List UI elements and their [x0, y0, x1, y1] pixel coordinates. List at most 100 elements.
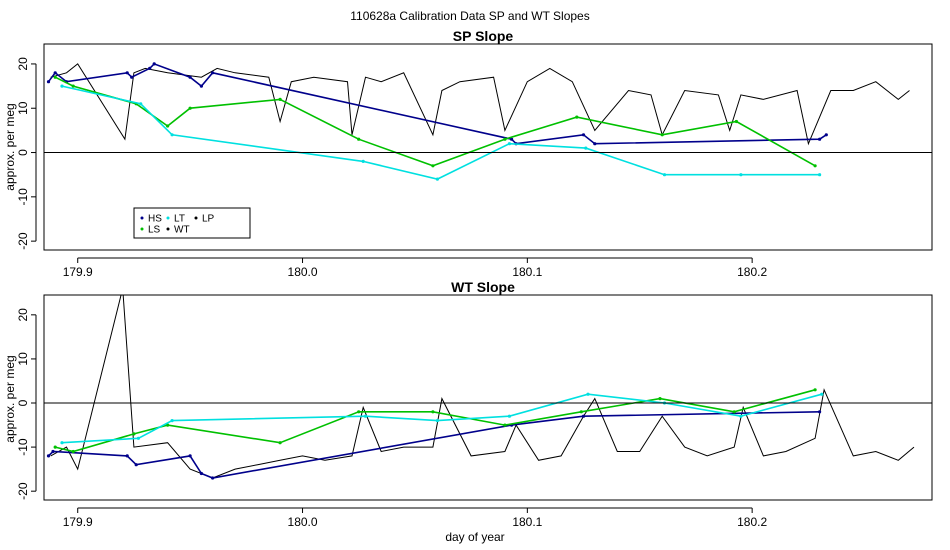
sp-point-hs: [211, 71, 215, 75]
wt-point-hs: [46, 454, 51, 458]
wt-point-lt: [136, 436, 140, 440]
sp-point-lt: [662, 173, 667, 177]
sp-point-hs: [824, 133, 828, 137]
wt-x-tick-label: 180.1: [512, 515, 542, 529]
wt-y-axis: -20 -10 0 10 20: [16, 308, 37, 500]
wt-x-tick-label: 179.9: [63, 515, 93, 529]
sp-y-tick-label: 0: [16, 149, 30, 156]
sp-point-hs: [510, 137, 514, 141]
wt-series-hs: [47, 411, 820, 479]
wt-y-tick-label: 0: [16, 399, 30, 406]
sp-y-tick-label: 10: [16, 101, 30, 115]
sp-point-lt: [507, 142, 511, 146]
sp-series-wt: [50, 63, 910, 146]
wt-y-tick-label: 10: [16, 352, 30, 366]
sp-point-ls: [188, 106, 192, 110]
sp-point-hs: [53, 71, 57, 75]
sp-legend-swatch: [166, 216, 170, 220]
sp-point-hs: [130, 75, 134, 79]
wt-point-ls: [431, 410, 435, 414]
sp-point-hs: [818, 137, 822, 141]
wt-point-lt: [507, 414, 511, 418]
sp-legend-swatch: [194, 216, 198, 220]
sp-legend-label: LT: [174, 214, 185, 225]
wt-point-ls: [579, 410, 583, 414]
sp-plot-frame: [43, 43, 933, 251]
figure-title: 110628a Calibration Data SP and WT Slope…: [350, 9, 589, 23]
sp-x-tick-label: 179.9: [63, 265, 93, 279]
wt-point-ls: [813, 388, 817, 392]
sp-series-lt: [61, 85, 820, 180]
sp-legend-label: HS: [148, 214, 162, 225]
wt-series-ls: [55, 389, 816, 453]
wt-point-ls: [658, 397, 662, 401]
wt-x-axis: 179.9 180.0 180.1 180.2: [63, 507, 767, 529]
sp-point-lt: [739, 173, 743, 177]
wt-point-hs: [818, 410, 822, 414]
sp-point-ls: [503, 137, 507, 141]
sp-y-tick-label: -20: [16, 232, 30, 250]
sp-legend-label: WT: [174, 225, 190, 236]
sp-point-hs: [152, 62, 156, 66]
wt-point-lt: [820, 392, 824, 396]
wt-point-hs: [211, 476, 215, 480]
sp-point-lt: [60, 84, 64, 88]
wt-point-lt: [170, 419, 174, 423]
sp-series-hs: [47, 62, 827, 145]
wt-point-ls: [166, 423, 170, 427]
sp-legend-swatch: [140, 216, 144, 220]
sp-point-lt: [435, 177, 439, 181]
wt-slope-ylabel: approx. per meg: [3, 355, 17, 442]
sp-point-hs: [199, 84, 203, 88]
wt-plot-frame: [43, 294, 933, 501]
sp-point-ls: [660, 133, 664, 137]
sp-legend-box: [133, 207, 251, 239]
wt-point-ls: [503, 423, 507, 427]
sp-point-ls: [166, 124, 170, 128]
sp-slope-ylabel: approx. per meg: [3, 103, 17, 190]
sp-point-ls: [431, 164, 435, 168]
wt-point-lt: [363, 414, 368, 418]
wt-slope-panel: WT Slope approx. per meg 179.9 180.0 180.1…: [3, 279, 933, 529]
sp-x-tick-label: 180.2: [737, 265, 767, 279]
sp-y-tick-label: -10: [16, 188, 30, 206]
sp-point-ls: [53, 75, 57, 79]
wt-point-ls: [53, 445, 57, 449]
wt-point-ls: [132, 432, 136, 436]
sp-point-hs: [188, 75, 192, 79]
sp-point-lt: [584, 146, 588, 150]
sp-x-tick-label: 180.1: [512, 265, 542, 279]
sp-point-ls: [278, 97, 282, 101]
wt-point-lt: [435, 419, 439, 423]
sp-point-ls: [71, 84, 75, 88]
wt-point-ls: [357, 410, 361, 414]
sp-series-group: [46, 62, 910, 181]
sp-legend-swatch: [166, 227, 170, 231]
sp-point-lt: [361, 159, 365, 163]
wt-point-hs: [125, 454, 129, 458]
sp-point-hs: [148, 66, 152, 70]
wt-point-lt: [739, 414, 743, 418]
sp-point-hs: [581, 133, 586, 137]
sp-point-hs: [46, 80, 51, 84]
wt-series-lt: [61, 393, 823, 444]
sp-legend-label: LP: [202, 214, 215, 225]
wt-y-tick-label: -10: [16, 438, 30, 456]
sp-point-ls: [575, 115, 579, 119]
sp-slope-title: SP Slope: [453, 28, 514, 44]
sp-point-hs: [125, 71, 129, 75]
sp-point-lt: [170, 133, 174, 137]
wt-series-wt: [50, 295, 915, 479]
sp-legend-label: LS: [148, 225, 161, 236]
sp-legend-swatch: [140, 227, 144, 231]
sp-point-ls: [357, 137, 361, 141]
figure-xlabel: day of year: [445, 530, 504, 544]
sp-point-lt: [139, 102, 143, 106]
wt-point-lt: [60, 441, 64, 445]
sp-slope-panel: SP Slope approx. per meg 179.9 180.0 180.1…: [3, 28, 933, 279]
wt-point-hs: [51, 449, 55, 454]
wt-x-tick-label: 180.0: [288, 515, 318, 529]
wt-slope-title: WT Slope: [451, 279, 515, 295]
sp-x-axis: 179.9 180.0 180.1 180.2: [63, 257, 767, 279]
